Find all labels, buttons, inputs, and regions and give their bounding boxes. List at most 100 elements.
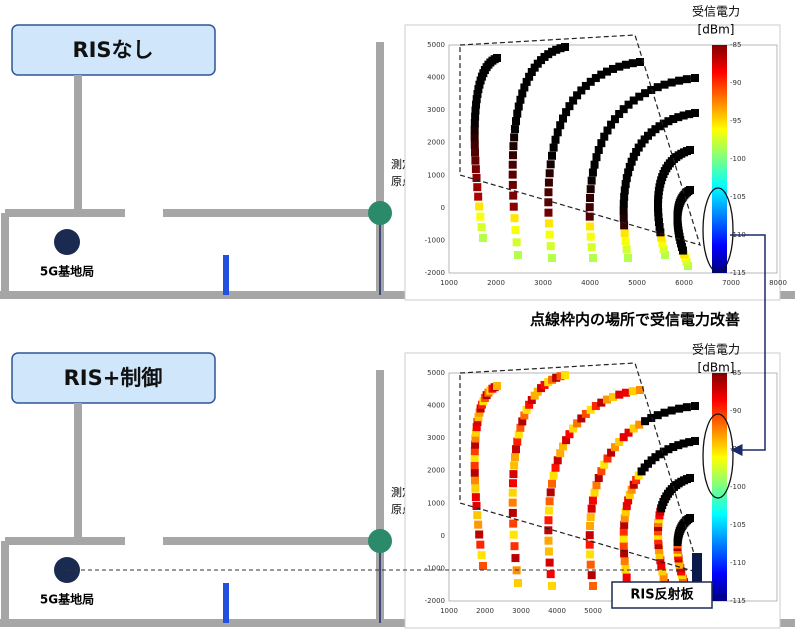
measure-point: [632, 148, 641, 157]
y-tick-label: 0: [441, 204, 445, 212]
measure-point: [624, 496, 633, 505]
measure-point: [581, 81, 590, 90]
measure-point: [545, 230, 554, 239]
measure-point: [620, 520, 629, 529]
measure-point: [471, 112, 480, 121]
measure-point: [508, 180, 517, 189]
measure-point: [641, 89, 650, 98]
y-tick-label: 3000: [427, 106, 445, 114]
measure-point: [544, 516, 553, 525]
measure-point: [619, 534, 628, 543]
measure-point: [472, 502, 481, 510]
measure-point: [548, 254, 556, 262]
measure-point: [525, 72, 534, 81]
colorbar: [712, 45, 727, 273]
measure-point: [657, 561, 666, 570]
measure-point: [561, 43, 569, 51]
measure-point: [619, 527, 628, 536]
measure-point: [586, 194, 595, 202]
x-tick-label: 3000: [512, 607, 530, 615]
measure-point: [651, 453, 660, 462]
measure-point: [686, 474, 694, 482]
measure-point: [544, 506, 553, 515]
measure-point: [525, 400, 534, 409]
measure-point: [621, 508, 630, 517]
measure-point: [512, 117, 521, 126]
measure-point: [475, 80, 484, 89]
measure-point: [586, 560, 595, 569]
measure-point: [619, 213, 628, 222]
measure-point: [621, 388, 630, 397]
measure-point: [548, 151, 556, 160]
measure-point: [620, 549, 629, 558]
measure-point: [636, 58, 644, 66]
measure-point: [548, 479, 556, 488]
measure-point: [635, 92, 644, 101]
obstacle: [223, 255, 229, 295]
measure-point: [548, 582, 556, 590]
measure-point: [556, 44, 565, 53]
measure-point: [514, 430, 523, 439]
measure-point: [656, 228, 665, 237]
measure-point: [551, 135, 560, 144]
measure-point: [548, 375, 557, 384]
measure-point: [615, 390, 624, 399]
measure-point: [619, 206, 628, 215]
measure-point: [546, 160, 555, 169]
measure-point: [603, 67, 611, 76]
y-tick-label: 5000: [427, 369, 445, 377]
measure-point: [585, 540, 594, 549]
y-tick-label: -2000: [425, 597, 445, 605]
y-tick-label: 5000: [427, 41, 445, 49]
measure-point: [654, 531, 663, 540]
measure-point: [470, 126, 479, 134]
colorbar-tick: -85: [730, 41, 741, 49]
measure-point: [479, 562, 487, 570]
measure-point: [654, 203, 663, 212]
highlight: [702, 187, 734, 273]
measure-point: [587, 504, 596, 513]
measure-point: [679, 111, 688, 120]
measure-point: [585, 203, 594, 212]
measure-point: [660, 408, 669, 417]
measure-point: [685, 110, 694, 119]
colorbar-tick: -95: [730, 445, 741, 453]
colorbar-tick: -85: [730, 369, 741, 377]
measure-point: [624, 100, 633, 109]
measure-point: [679, 439, 688, 448]
measure-point: [686, 514, 694, 522]
y-tick-label: 3000: [427, 434, 445, 442]
measure-point: [669, 443, 678, 452]
y-tick-label: 4000: [427, 402, 445, 410]
measure-point: [470, 468, 479, 477]
measure-point: [589, 254, 597, 262]
measure-point: [655, 223, 664, 232]
measure-point: [470, 454, 479, 462]
measure-point: [686, 146, 694, 154]
measure-point: [691, 437, 699, 445]
measure-point: [511, 554, 520, 563]
measure-point: [622, 573, 631, 582]
measure-point: [597, 467, 606, 476]
arrow: [730, 234, 766, 456]
measure-point: [629, 152, 638, 161]
measure-point: [610, 443, 619, 452]
measure-point: [475, 202, 484, 211]
measure-point: [565, 430, 574, 439]
measure-point: [471, 440, 480, 449]
measure-point: [474, 192, 483, 201]
origin-point: [368, 201, 392, 225]
measure-point: [513, 437, 522, 446]
measure-point: [471, 476, 480, 485]
measure-point: [654, 536, 663, 545]
measure-point: [472, 423, 481, 432]
colorbar-tick: -115: [730, 269, 746, 277]
measure-point: [508, 151, 517, 160]
measure-point: [552, 373, 561, 382]
base-station-label: 5G基地局: [40, 264, 94, 279]
measure-point: [509, 530, 518, 539]
colorbar-title: 受信電力: [692, 343, 740, 357]
measure-point: [682, 75, 691, 84]
measure-point: [653, 83, 662, 92]
